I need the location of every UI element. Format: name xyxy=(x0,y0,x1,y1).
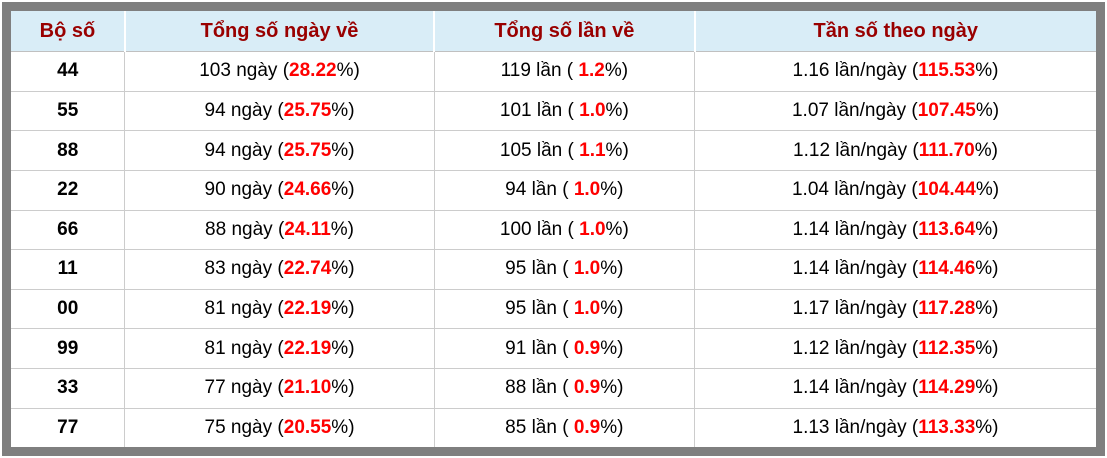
header-times: Tổng số lần về xyxy=(434,11,696,52)
days-cell: 88 ngày (24.11%) xyxy=(124,209,435,250)
days-percent: 21.10 xyxy=(283,377,332,399)
freq-cell: 1.12 lần/ngày (111.70%) xyxy=(694,130,1096,171)
days-cell: 103 ngày (28.22%) xyxy=(124,51,435,92)
times-cell: 95 lần ( 1.0%) xyxy=(434,249,696,290)
days-percent: 22.74 xyxy=(283,258,332,280)
freq-cell: 1.04 lần/ngày (104.44%) xyxy=(694,169,1096,210)
times-percent: 1.0 xyxy=(579,218,606,240)
days-percent: 28.22 xyxy=(289,60,337,82)
freq-percent: 114.29 xyxy=(918,377,976,399)
freq-cell: 1.17 lần/ngày (117.28%) xyxy=(694,288,1096,329)
freq-percent: 114.46 xyxy=(918,258,976,280)
pair-cell: 11 xyxy=(11,249,126,290)
table-row: 66 88 ngày (24.11%) 100 lần ( 1.0%) 1.14 lầ… xyxy=(11,209,1096,250)
times-cell: 101 lần ( 1.0%) xyxy=(434,90,696,131)
days-cell: 94 ngày (25.75%) xyxy=(124,130,435,171)
freq-cell: 1.14 lần/ngày (114.46%) xyxy=(694,249,1096,290)
freq-percent: 104.44 xyxy=(917,179,976,201)
freq-percent: 115.53 xyxy=(918,60,976,82)
pair-cell: 88 xyxy=(11,130,126,171)
lottery-stats-table: Bộ số Tổng số ngày về Tổng số lần về Tần… xyxy=(11,11,1096,447)
days-percent: 22.19 xyxy=(283,337,332,359)
times-cell: 100 lần ( 1.0%) xyxy=(434,209,696,250)
header-pair: Bộ số xyxy=(11,11,126,52)
days-percent: 25.75 xyxy=(283,139,332,161)
freq-percent: 117.28 xyxy=(918,298,976,320)
times-percent: 0.9 xyxy=(573,377,601,399)
table-row: 88 94 ngày (25.75%) 105 lần ( 1.1%) 1.12 lầ… xyxy=(11,130,1096,171)
table-row: 11 83 ngày (22.74%) 95 lần ( 1.0%) 1.14 lần… xyxy=(11,249,1096,290)
days-cell: 77 ngày (21.10%) xyxy=(124,368,435,409)
days-cell: 81 ngày (22.19%) xyxy=(124,328,435,369)
pair-cell: 44 xyxy=(11,51,126,92)
pair-cell: 33 xyxy=(11,368,126,409)
days-percent: 24.66 xyxy=(283,179,332,201)
days-percent: 24.11 xyxy=(284,218,331,240)
times-cell: 119 lần ( 1.2%) xyxy=(434,51,696,92)
days-percent: 20.55 xyxy=(283,416,332,438)
times-cell: 94 lần ( 1.0%) xyxy=(434,169,696,210)
times-cell: 91 lần ( 0.9%) xyxy=(434,328,696,369)
times-cell: 95 lần ( 1.0%) xyxy=(434,288,696,329)
times-cell: 88 lần ( 0.9%) xyxy=(434,368,696,409)
freq-cell: 1.16 lần/ngày (115.53%) xyxy=(694,51,1096,92)
times-percent: 1.2 xyxy=(578,60,605,82)
freq-cell: 1.14 lần/ngày (114.29%) xyxy=(694,368,1096,409)
pair-cell: 77 xyxy=(11,407,126,447)
freq-percent: 113.64 xyxy=(918,218,976,240)
times-percent: 1.1 xyxy=(579,139,606,161)
freq-percent: 113.33 xyxy=(918,416,976,438)
header-freq: Tần số theo ngày xyxy=(694,11,1096,52)
table-row: 22 90 ngày (24.66%) 94 lần ( 1.0%) 1.04 lần… xyxy=(11,169,1096,210)
freq-cell: 1.12 lần/ngày (112.35%) xyxy=(694,328,1096,369)
times-percent: 1.0 xyxy=(573,298,601,320)
freq-cell: 1.13 lần/ngày (113.33%) xyxy=(694,407,1096,447)
table-header: Bộ số Tổng số ngày về Tổng số lần về Tần… xyxy=(11,11,1096,52)
table-row: 00 81 ngày (22.19%) 95 lần ( 1.0%) 1.17 lần… xyxy=(11,288,1096,329)
times-cell: 85 lần ( 0.9%) xyxy=(434,407,696,447)
pair-cell: 22 xyxy=(11,169,126,210)
times-percent: 1.0 xyxy=(573,179,601,201)
freq-percent: 112.35 xyxy=(918,337,976,359)
freq-cell: 1.07 lần/ngày (107.45%) xyxy=(694,90,1096,131)
freq-cell: 1.14 lần/ngày (113.64%) xyxy=(694,209,1096,250)
table-row: 55 94 ngày (25.75%) 101 lần ( 1.0%) 1.07 lầ… xyxy=(11,90,1096,131)
table-row: 44 103 ngày (28.22%) 119 lần ( 1.2%) 1.16 l… xyxy=(11,51,1096,92)
days-cell: 83 ngày (22.74%) xyxy=(124,249,435,290)
times-percent: 0.9 xyxy=(573,337,601,359)
header-days: Tổng số ngày về xyxy=(124,11,436,52)
pair-cell: 99 xyxy=(11,328,126,369)
table-row: 33 77 ngày (21.10%) 88 lần ( 0.9%) 1.14 lần… xyxy=(11,368,1096,409)
table-row: 99 81 ngày (22.19%) 91 lần ( 0.9%) 1.12 lần… xyxy=(11,328,1096,369)
pair-cell: 00 xyxy=(11,288,126,329)
days-cell: 75 ngày (20.55%) xyxy=(124,407,435,447)
table-body: 44 103 ngày (28.22%) 119 lần ( 1.2%) 1.16 l… xyxy=(11,51,1096,447)
times-percent: 1.0 xyxy=(573,258,601,280)
days-percent: 22.19 xyxy=(283,298,332,320)
freq-percent: 111.70 xyxy=(918,139,975,161)
freq-percent: 107.45 xyxy=(917,99,976,121)
days-cell: 94 ngày (25.75%) xyxy=(124,90,435,131)
pair-cell: 55 xyxy=(11,90,126,131)
times-percent: 0.9 xyxy=(573,416,601,438)
days-cell: 81 ngày (22.19%) xyxy=(124,288,435,329)
table-row: 77 75 ngày (20.55%) 85 lần ( 0.9%) 1.13 lần… xyxy=(11,407,1096,447)
times-percent: 1.0 xyxy=(579,99,606,121)
days-percent: 25.75 xyxy=(283,99,332,121)
times-cell: 105 lần ( 1.1%) xyxy=(434,130,696,171)
days-cell: 90 ngày (24.66%) xyxy=(124,169,435,210)
pair-cell: 66 xyxy=(11,209,126,250)
